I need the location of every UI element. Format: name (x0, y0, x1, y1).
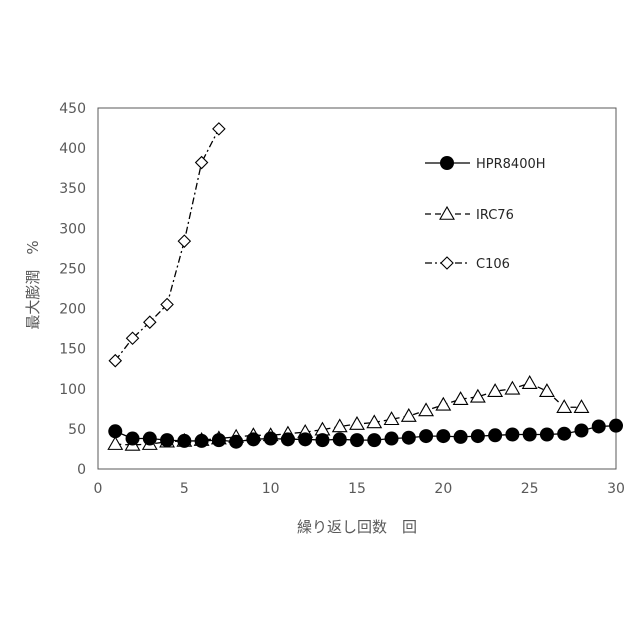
legend-label: IRC76 (476, 208, 514, 223)
legend-label: HPR8400H (476, 157, 546, 172)
data-point (333, 432, 347, 446)
data-point (264, 432, 278, 446)
data-point (212, 433, 226, 447)
y-tick-label: 150 (59, 342, 86, 358)
data-point (246, 432, 260, 446)
data-point (505, 428, 519, 442)
data-point (574, 423, 588, 437)
data-point (454, 430, 468, 444)
data-point (557, 427, 571, 441)
legend-marker (440, 156, 454, 170)
data-point (488, 428, 502, 442)
y-tick-label: 300 (59, 221, 86, 237)
data-point (108, 424, 122, 438)
y-tick-label: 450 (59, 101, 86, 117)
y-tick-label: 200 (59, 302, 86, 318)
data-point (195, 434, 209, 448)
y-tick-labels: 0 50 100 150 200 250 300 350 400 450 (59, 101, 86, 478)
data-point (592, 419, 606, 433)
data-point (402, 431, 416, 445)
x-tick-label: 10 (262, 481, 280, 497)
y-tick-label: 50 (68, 422, 86, 438)
data-point (126, 432, 140, 446)
data-point (609, 419, 623, 433)
data-point (471, 429, 485, 443)
data-point (367, 433, 381, 447)
legend-label: C106 (476, 257, 510, 272)
data-point (298, 432, 312, 446)
x-tick-label: 30 (607, 481, 625, 497)
y-tick-label: 100 (59, 382, 86, 398)
y-tick-label: 400 (59, 141, 86, 157)
x-tick-label: 20 (434, 481, 452, 497)
y-tick-label: 250 (59, 261, 86, 277)
data-point (160, 433, 174, 447)
x-tick-label: 25 (521, 481, 539, 497)
data-point (281, 432, 295, 446)
x-tick-label: 5 (180, 481, 189, 497)
data-point (436, 429, 450, 443)
data-point (385, 432, 399, 446)
x-tick-labels: 0 5 10 15 20 25 30 (94, 481, 625, 497)
data-point (523, 428, 537, 442)
data-point (350, 433, 364, 447)
data-point (540, 428, 554, 442)
data-point (419, 429, 433, 443)
y-tick-label: 350 (59, 181, 86, 197)
x-tick-label: 0 (94, 481, 103, 497)
y-axis-label: 最大膨潤 % (24, 240, 42, 329)
x-axis-label: 繰り返し回数 回 (297, 518, 417, 536)
x-tick-label: 15 (348, 481, 366, 497)
data-point (229, 435, 243, 449)
data-point (143, 432, 157, 446)
data-point (315, 433, 329, 447)
y-tick-label: 0 (77, 462, 86, 478)
data-point (177, 434, 191, 448)
